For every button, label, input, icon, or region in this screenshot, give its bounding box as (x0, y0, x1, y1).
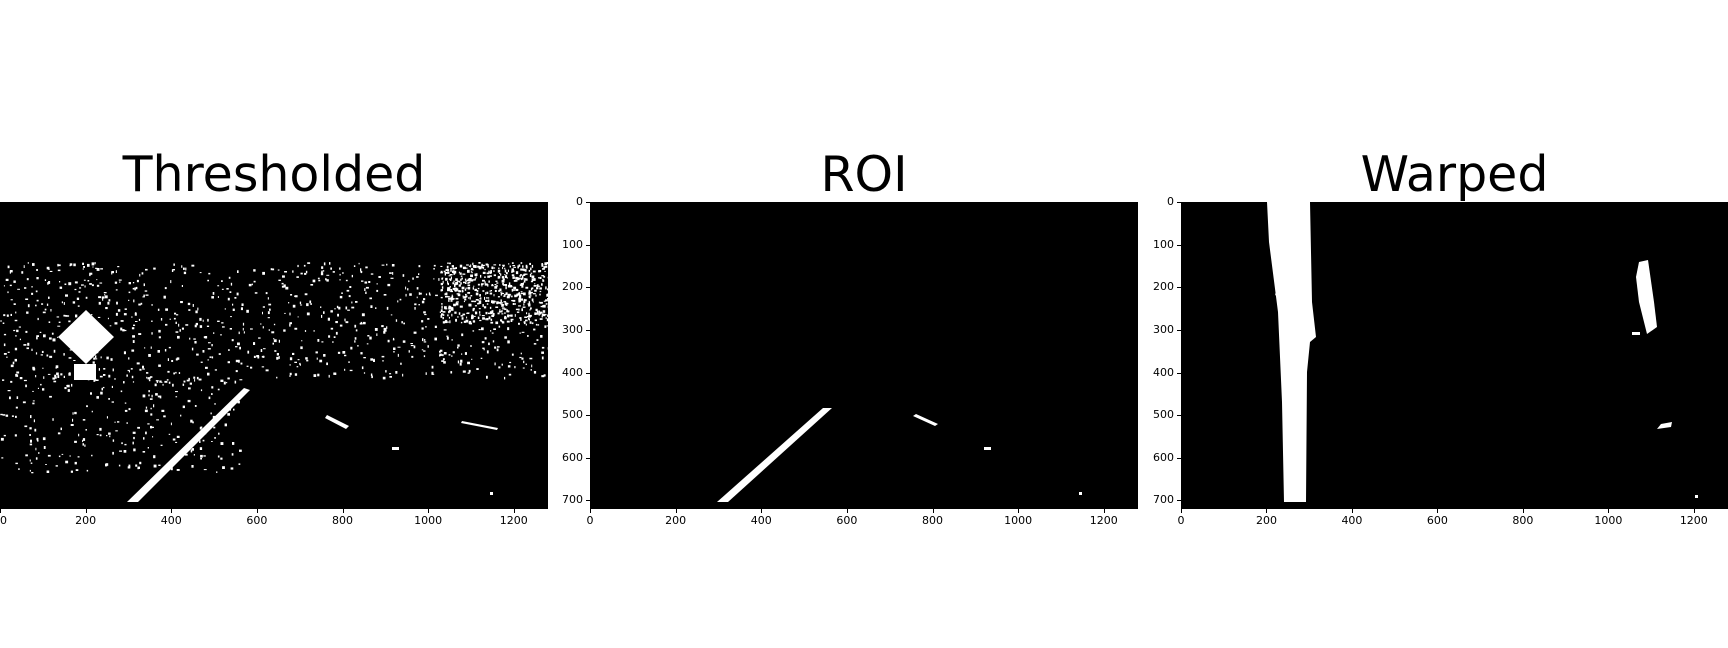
x-tick-label: 200 (665, 514, 687, 527)
warped-image (1181, 202, 1728, 509)
title-roi: ROI (820, 146, 908, 203)
left-lane (127, 388, 250, 502)
x-tick-label: 400 (750, 514, 772, 527)
y-tick-label: 0 (576, 195, 583, 208)
y-tick-label: 600 (562, 450, 583, 464)
roi-image (590, 202, 1138, 509)
x-tick-mark (846, 509, 848, 513)
x-tick-mark (1693, 509, 1695, 513)
title-thresholded: Thresholded (122, 146, 426, 203)
y-tick-mark (586, 244, 590, 246)
x-tick-mark (0, 509, 1, 513)
x-tick-label: 800 (1512, 514, 1534, 527)
x-tick-label: 0 (0, 514, 7, 527)
y-tick-label: 500 (1153, 408, 1174, 422)
x-tick-mark (1103, 509, 1105, 513)
y-tick-label: 100 (1153, 237, 1174, 251)
y-tick-mark (1177, 500, 1181, 502)
y-tick-label: 400 (1153, 365, 1174, 379)
roi-right-lane (913, 414, 938, 426)
x-tick-label: 200 (75, 514, 97, 527)
x-tick-mark (761, 509, 763, 513)
y-tick-label: 0 (1167, 195, 1174, 208)
x-tick-label: 1000 (1594, 514, 1623, 527)
y-tick-mark (1177, 329, 1181, 331)
x-tick-label: 400 (160, 514, 182, 527)
roi-left-lane (717, 408, 832, 502)
y-tick-mark (586, 415, 590, 417)
x-tick-mark (342, 509, 344, 513)
x-tick-mark (932, 509, 934, 513)
y-tick-mark (586, 457, 590, 459)
warped-left-lane (1267, 202, 1316, 502)
y-tick-label: 500 (562, 408, 583, 422)
x-tick-label: 1200 (1089, 514, 1118, 527)
x-tick-label: 600 (1426, 514, 1448, 527)
y-tick-mark (1177, 372, 1181, 374)
x-tick-label: 1000 (1004, 514, 1033, 527)
y-tick-mark (1177, 415, 1181, 417)
x-tick-mark (1266, 509, 1268, 513)
x-tick-mark (1522, 509, 1524, 513)
x-tick-label: 600 (246, 514, 268, 527)
x-tick-mark (428, 509, 430, 513)
warped-right-fragment (1657, 422, 1672, 429)
x-tick-mark (513, 509, 515, 513)
x-tick-label: 200 (1255, 514, 1277, 527)
x-tick-label: 1200 (499, 514, 528, 527)
y-tick-mark (1177, 457, 1181, 459)
y-tick-label: 300 (562, 322, 583, 336)
title-warped: Warped (1360, 146, 1549, 203)
y-tick-label: 400 (562, 365, 583, 379)
y-tick-mark (586, 372, 590, 374)
warped-right-lane (1636, 260, 1657, 334)
y-tick-mark (586, 329, 590, 331)
x-tick-mark (1351, 509, 1353, 513)
x-tick-label: 600 (836, 514, 858, 527)
y-tick-mark (1177, 244, 1181, 246)
x-tick-mark (1608, 509, 1610, 513)
y-tick-label: 700 (562, 493, 583, 507)
x-tick-label: 1000 (414, 514, 443, 527)
x-tick-label: 400 (1341, 514, 1363, 527)
sign-plate (74, 364, 96, 380)
thresholded-image (0, 202, 548, 509)
x-tick-mark (171, 509, 173, 513)
y-tick-mark (1177, 287, 1181, 289)
x-tick-mark (85, 509, 87, 513)
x-tick-label: 0 (586, 514, 594, 527)
x-tick-mark (1018, 509, 1020, 513)
x-tick-label: 800 (922, 514, 943, 527)
y-tick-label: 200 (1153, 280, 1174, 294)
y-tick-mark (586, 500, 590, 502)
x-tick-mark (675, 509, 677, 513)
y-tick-label: 600 (1153, 450, 1174, 464)
x-tick-mark (1181, 509, 1182, 513)
y-tick-label: 100 (562, 237, 583, 251)
x-tick-label: 800 (332, 514, 353, 527)
y-tick-label: 200 (562, 280, 583, 294)
right-lane-dash (325, 415, 349, 429)
x-tick-mark (590, 509, 591, 513)
x-tick-label: 1200 (1679, 514, 1708, 527)
x-tick-label: 0 (1177, 514, 1185, 527)
x-tick-mark (256, 509, 258, 513)
y-tick-mark (1177, 202, 1181, 203)
x-tick-mark (1437, 509, 1439, 513)
y-tick-label: 300 (1153, 322, 1174, 336)
y-tick-label: 700 (1153, 493, 1174, 507)
y-tick-mark (586, 287, 590, 289)
y-tick-mark (586, 202, 590, 203)
